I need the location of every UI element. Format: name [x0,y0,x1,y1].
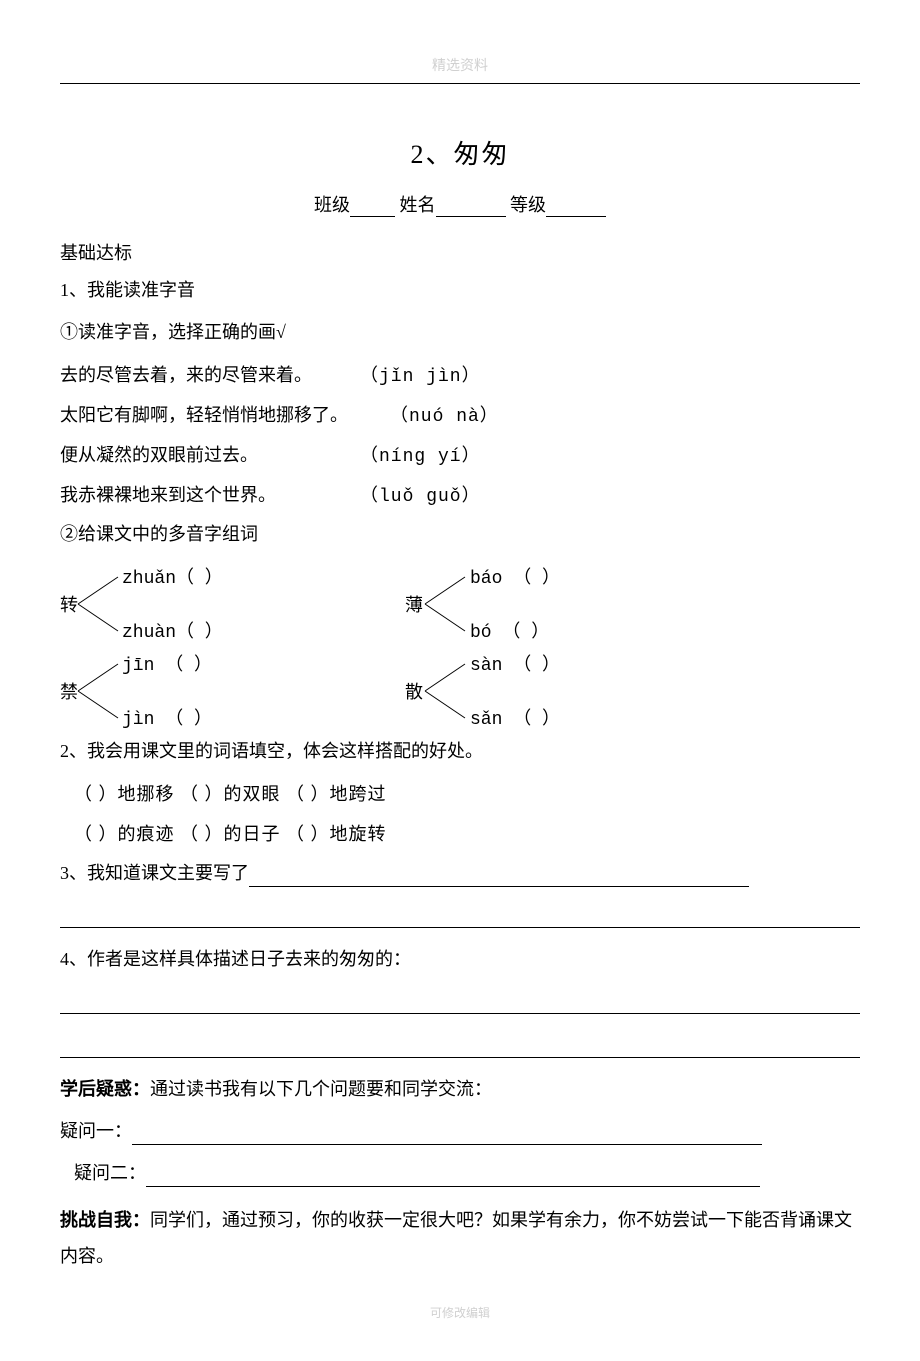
q1-sub2: ②给课文中的多音字组词 [60,521,860,548]
q1: 1、我能读准字音 [60,277,860,304]
hanzi2: 薄 [405,591,423,617]
q3-text: 3、我知道课文主要写了 [60,863,249,883]
phon-row-1: 太阳它有脚啊，轻轻悄悄地挪移了。 （nuó nà） [60,401,860,427]
doubt1-label: 疑问一： [60,1121,132,1141]
q4-blank-line-1 [60,988,860,1014]
doubt1-blank [132,1125,762,1145]
phon-row-3: 我赤裸裸地来到这个世界。 （luǒ guǒ） [60,481,860,507]
q3: 3、我知道课文主要写了 [60,860,860,887]
class-label: 班级 [314,195,350,215]
challenge-head: 挑战自我： [60,1210,150,1230]
pinyin-bot2: sǎn （ ） [470,704,560,730]
pinyin-top: zhuǎn（ ） [122,563,223,589]
name-blank [436,197,506,217]
doc-title: 2、匆匆 [60,134,860,171]
class-blank [350,197,395,217]
doubt-tail: 通过读书我有以下几个问题要和同学交流： [150,1079,492,1099]
hanzi2: 散 [405,678,423,704]
phon-row-2: 便从凝然的双眼前过去。 （níng yí） [60,441,860,467]
hanzi: 禁 [60,678,78,704]
phon-pin: （jǐn jìn） [360,361,481,387]
pinyin-top2: báo （ ） [470,563,560,589]
challenge-tail: 同学们，通过预习，你的收获一定很大吧？如果学有余力，你不妨尝试一下能否背诵课文内… [60,1210,852,1266]
doubt2-blank [146,1167,760,1187]
pinyin-bot: jìn （ ） [122,704,212,730]
multi-block-0: 转 zhuǎn（ ） zhuàn（ ） 薄 báo （ ） bó （ ） [60,563,860,645]
phon-txt: 便从凝然的双眼前过去。 [60,441,360,467]
q3-blank [249,867,749,887]
doubt1: 疑问一： [60,1118,860,1145]
class-line: 班级 姓名 等级 [60,191,860,217]
page: 精选资料 2、匆匆 班级 姓名 等级 基础达标 1、我能读准字音 ①读准字音，选… [0,0,920,1361]
doubt2: 疑问二： [74,1160,860,1187]
name-label: 姓名 [400,195,436,215]
hanzi: 转 [60,591,78,617]
q2: 2、我会用课文里的词语填空，体会这样搭配的好处。 [60,738,860,765]
phon-txt: 太阳它有脚啊，轻轻悄悄地挪移了。 [60,401,390,427]
q4: 4、作者是这样具体描述日子去来的匆匆的： [60,946,860,973]
doubt-head: 学后疑惑： [60,1079,150,1099]
top-rule [60,83,860,84]
phon-pin: （luǒ guǒ） [360,481,481,507]
grade-blank [546,197,606,217]
phon-pin: （nuó nà） [390,401,499,427]
challenge: 挑战自我：同学们，通过预习，你的收获一定很大吧？如果学有余力，你不妨尝试一下能否… [60,1202,860,1274]
pinyin-bot2: bó （ ） [470,617,549,643]
pinyin-bot: zhuàn（ ） [122,617,223,643]
q2-row1: （ ）地挪移 （ ）的双眼 （ ）地跨过 [74,780,860,806]
q3-blank-line [60,902,860,928]
phon-txt: 我赤裸裸地来到这个世界。 [60,481,360,507]
q2-row2: （ ）的痕迹 （ ）的日子 （ ）地旋转 [74,820,860,846]
phon-pin: （níng yí） [360,441,481,467]
phon-row-0: 去的尽管去着，来的尽管来着。 （jǐn jìn） [60,361,860,387]
q1-sub1: ①读准字音，选择正确的画√ [60,319,860,346]
pinyin-top2: sàn （ ） [470,650,560,676]
multi-block-1: 禁 jīn （ ） jìn （ ） 散 sàn （ ） sǎn （ ） [60,650,860,732]
doubt2-label: 疑问二： [74,1163,146,1183]
section-base: 基础达标 [60,239,860,265]
watermark-top: 精选资料 [60,55,860,75]
watermark-bottom: 可修改编辑 [60,1304,860,1321]
grade-label: 等级 [510,195,546,215]
pinyin-top: jīn （ ） [122,650,212,676]
q4-blank-line-2 [60,1032,860,1058]
doubt-line: 学后疑惑：通过读书我有以下几个问题要和同学交流： [60,1076,860,1103]
phon-txt: 去的尽管去着，来的尽管来着。 [60,361,360,387]
